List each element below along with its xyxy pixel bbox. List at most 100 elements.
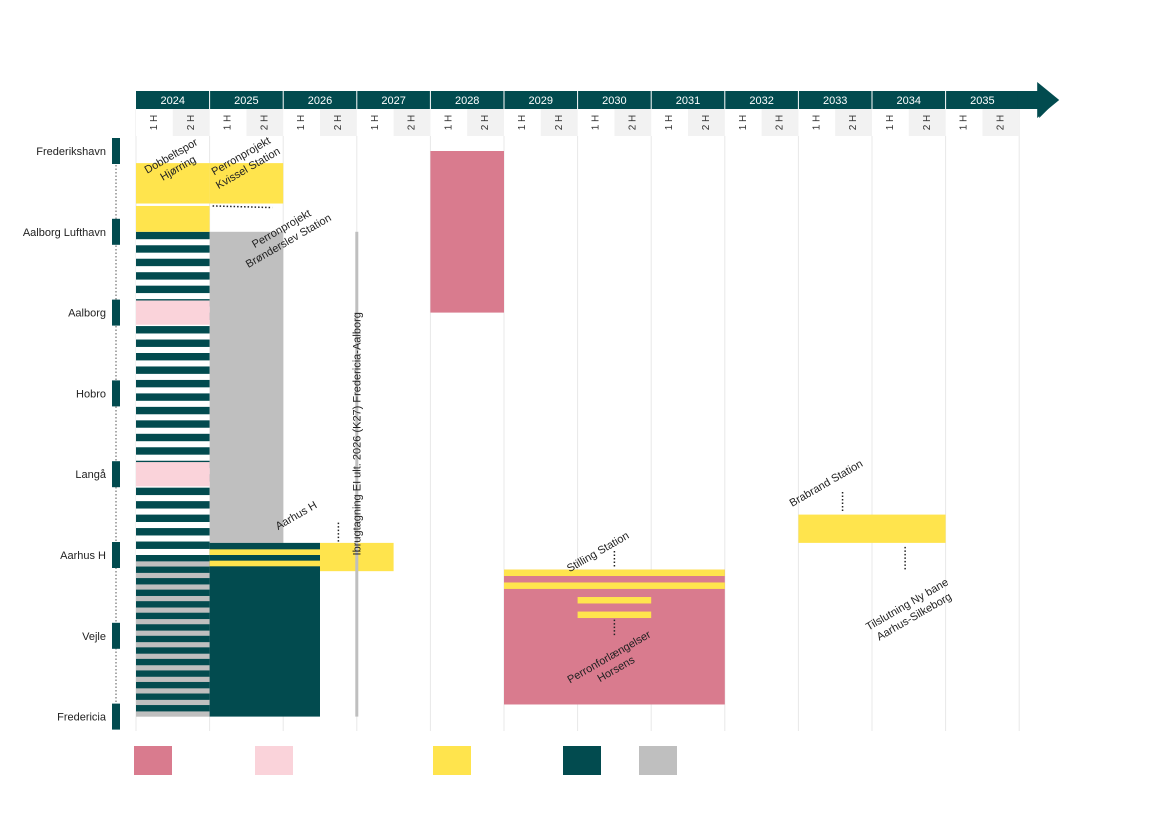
annotation-line1: Brabrand Station (788, 458, 866, 510)
year-label: 2032 (749, 95, 773, 107)
bar-yellow-hjorring (136, 163, 210, 204)
half-cell (835, 109, 872, 136)
stripe-teal-stripes (136, 258, 210, 267)
stripe-teal-grey-stripes (136, 705, 210, 712)
half-cell (283, 109, 320, 136)
station-marker (112, 542, 120, 568)
stripe-teal-grey-stripes (136, 555, 210, 562)
stripe-teal-stripes (136, 447, 210, 455)
bar-rose-horsens (504, 569, 725, 705)
annotation-line1: Stilling Station (565, 530, 631, 575)
half-cell (504, 109, 541, 136)
half-label: 1 H (296, 115, 307, 131)
stripe-teal-stripes (136, 514, 210, 523)
bar-yellow-aarhus-line2 (209, 560, 320, 567)
half-label: 2 H (627, 115, 638, 131)
half-label: 2 H (480, 115, 491, 131)
year-label: 2029 (529, 95, 553, 107)
half-label: 2 H (922, 115, 933, 131)
half-cell (172, 109, 210, 136)
bar-yellow-aarhus-line1 (209, 549, 320, 555)
half-cell (467, 109, 504, 136)
half-label: 1 H (811, 115, 822, 131)
legend-swatch-rose (134, 746, 172, 775)
station-label: Aarhus H (60, 550, 106, 562)
half-label: 1 H (738, 115, 749, 131)
half-cell (908, 109, 946, 136)
annotation: Stilling Station (565, 530, 631, 575)
stripe-teal-stripes (136, 541, 210, 549)
station-marker (112, 622, 120, 649)
timeline-arrow-head (1037, 82, 1060, 118)
bar-yellow-brabrand-1 (798, 514, 872, 543)
bar-pink-aalborg (136, 300, 210, 325)
half-cell (430, 109, 468, 136)
half-cell (320, 109, 357, 136)
stripe-teal-stripes (136, 353, 210, 361)
half-cell (540, 109, 578, 136)
station-label: Vejle (82, 631, 106, 643)
stripe-teal-grey-stripes (136, 658, 210, 666)
stripe-teal-grey-stripes (136, 624, 210, 631)
station-marker (112, 703, 120, 730)
stripe-teal-stripes (136, 433, 210, 442)
stripe-teal-grey-stripes (136, 647, 210, 654)
half-cell (614, 109, 652, 136)
half-cell (688, 109, 725, 136)
legend-swatch-light_pink (255, 746, 293, 775)
stripe-teal-grey-stripes (136, 670, 210, 677)
half-cell (651, 109, 688, 136)
stripe-teal-grey-stripes (136, 612, 210, 620)
half-label: 2 H (333, 115, 344, 131)
half-cell (872, 109, 909, 136)
stripe-teal-grey-stripes (136, 693, 210, 700)
stripe-teal-grey-stripes (136, 635, 210, 643)
year-label: 2033 (823, 95, 847, 107)
stripe-teal-stripes (136, 326, 210, 334)
half-label: 1 H (149, 115, 160, 131)
half-cell (209, 109, 247, 136)
bar-yellow-horsens-2 (577, 611, 652, 619)
station-marker (112, 299, 120, 326)
year-label: 2026 (308, 95, 332, 107)
half-label: 1 H (664, 115, 675, 131)
half-label: 2 H (259, 115, 270, 131)
year-label: 2027 (381, 95, 405, 107)
bar-yellow-kvissel (209, 163, 284, 204)
half-cell (356, 109, 394, 136)
stripe-teal-grey-stripes (136, 566, 210, 573)
stripe-teal-stripes (136, 528, 210, 536)
bar-yellow-skanderborg-2 (504, 582, 725, 589)
stripe-teal-stripes (136, 366, 210, 374)
station-marker (112, 218, 120, 245)
stripe-teal-grey-stripes (136, 589, 210, 596)
station-marker (112, 138, 120, 164)
station-marker (112, 461, 120, 488)
station-label: Hobro (76, 388, 106, 400)
stripe-teal-stripes (136, 272, 210, 280)
half-cell (246, 109, 284, 136)
half-label: 1 H (591, 115, 602, 131)
station-label: Aalborg (68, 308, 106, 320)
bar-yellow-skanderborg-1 (504, 569, 725, 577)
bar-yellow-horsens-1 (577, 597, 652, 604)
year-label: 2024 (161, 95, 185, 107)
half-cell (982, 109, 1020, 136)
half-label: 1 H (517, 115, 528, 131)
stripe-teal-stripes (136, 285, 210, 294)
bar-yellow-hjorring-2 (136, 205, 210, 232)
annotation-label: Ibrugtagning EI ult. 2026 (K27) Frederic… (351, 312, 363, 555)
half-label: 1 H (959, 115, 970, 131)
legend-swatch-grey (639, 746, 677, 775)
half-cell (136, 109, 173, 136)
stripe-teal-grey-stripes (136, 681, 210, 689)
half-label: 1 H (370, 115, 381, 131)
stripe-teal-stripes (136, 339, 210, 347)
stripe-teal-stripes (136, 501, 210, 509)
connector-bronderslev (212, 205, 273, 209)
half-cell (724, 109, 762, 136)
ei-line (355, 231, 359, 717)
bar-pink-langa (136, 462, 210, 487)
